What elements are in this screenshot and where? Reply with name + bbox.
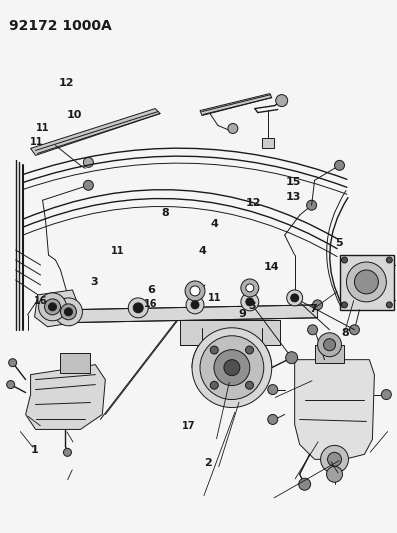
Text: 92172 1000A: 92172 1000A [9, 19, 112, 33]
Circle shape [386, 302, 392, 308]
Text: 1: 1 [31, 445, 38, 455]
Text: 15: 15 [286, 176, 301, 187]
Circle shape [210, 381, 218, 389]
Polygon shape [60, 305, 318, 323]
Bar [262, 139, 274, 148]
Circle shape [349, 325, 359, 335]
Text: 3: 3 [248, 301, 256, 311]
Circle shape [191, 301, 199, 309]
Circle shape [44, 299, 60, 315]
Text: 4: 4 [210, 219, 218, 229]
Circle shape [54, 298, 83, 326]
Circle shape [308, 325, 318, 335]
Circle shape [7, 381, 15, 389]
Circle shape [245, 381, 254, 389]
Circle shape [246, 284, 254, 292]
Circle shape [64, 448, 71, 456]
Text: 16: 16 [33, 296, 47, 306]
Text: 8: 8 [341, 328, 349, 338]
Circle shape [39, 293, 66, 321]
Circle shape [268, 415, 278, 424]
Circle shape [386, 257, 392, 263]
Circle shape [190, 286, 200, 296]
Text: 11: 11 [35, 124, 49, 133]
Text: 11: 11 [208, 293, 221, 303]
Circle shape [64, 308, 72, 316]
Text: 5: 5 [335, 238, 343, 248]
Text: 12: 12 [58, 78, 74, 88]
Circle shape [245, 346, 254, 354]
Circle shape [185, 281, 205, 301]
Circle shape [9, 359, 17, 367]
Circle shape [327, 466, 343, 482]
Circle shape [228, 124, 238, 133]
Circle shape [128, 298, 148, 318]
Circle shape [83, 180, 93, 190]
Text: 2: 2 [204, 458, 212, 468]
Circle shape [318, 333, 341, 357]
Circle shape [186, 296, 204, 314]
Polygon shape [295, 360, 374, 459]
Circle shape [133, 303, 143, 313]
Text: 16: 16 [144, 298, 158, 309]
Circle shape [200, 336, 264, 400]
Text: 11: 11 [111, 246, 124, 255]
Circle shape [83, 157, 93, 167]
Circle shape [347, 262, 386, 302]
Polygon shape [200, 94, 272, 116]
Circle shape [328, 453, 341, 466]
Text: 9: 9 [238, 309, 246, 319]
Circle shape [241, 279, 259, 297]
Text: 10: 10 [66, 110, 81, 120]
Circle shape [320, 446, 349, 473]
Circle shape [341, 302, 347, 308]
Polygon shape [35, 290, 77, 327]
Circle shape [341, 257, 347, 263]
Text: 3: 3 [90, 278, 98, 287]
Circle shape [287, 290, 303, 306]
Circle shape [60, 304, 77, 320]
Text: 13: 13 [286, 192, 301, 203]
Text: 6: 6 [147, 285, 155, 295]
Text: 11: 11 [29, 136, 43, 147]
Circle shape [268, 385, 278, 394]
Circle shape [286, 352, 298, 364]
Circle shape [312, 300, 323, 310]
Bar [60, 353, 91, 373]
Circle shape [382, 390, 391, 400]
Circle shape [306, 200, 316, 210]
Bar [339, 255, 394, 310]
Circle shape [224, 360, 240, 376]
Text: 12: 12 [246, 198, 262, 208]
Circle shape [335, 160, 345, 171]
Circle shape [210, 346, 218, 354]
Text: 4: 4 [198, 246, 206, 255]
Text: 7: 7 [309, 304, 317, 314]
Text: 14: 14 [264, 262, 279, 271]
Circle shape [355, 270, 378, 294]
Circle shape [241, 293, 259, 311]
Bar [180, 320, 280, 345]
Circle shape [299, 478, 310, 490]
Text: 8: 8 [161, 208, 169, 219]
Circle shape [276, 94, 288, 107]
Polygon shape [31, 109, 160, 156]
Circle shape [324, 339, 335, 351]
Circle shape [192, 328, 272, 408]
Polygon shape [26, 365, 105, 430]
Bar [314, 345, 345, 362]
Circle shape [48, 303, 56, 311]
Circle shape [246, 298, 254, 306]
Text: 17: 17 [182, 421, 195, 431]
Circle shape [214, 350, 250, 385]
Circle shape [291, 294, 299, 302]
